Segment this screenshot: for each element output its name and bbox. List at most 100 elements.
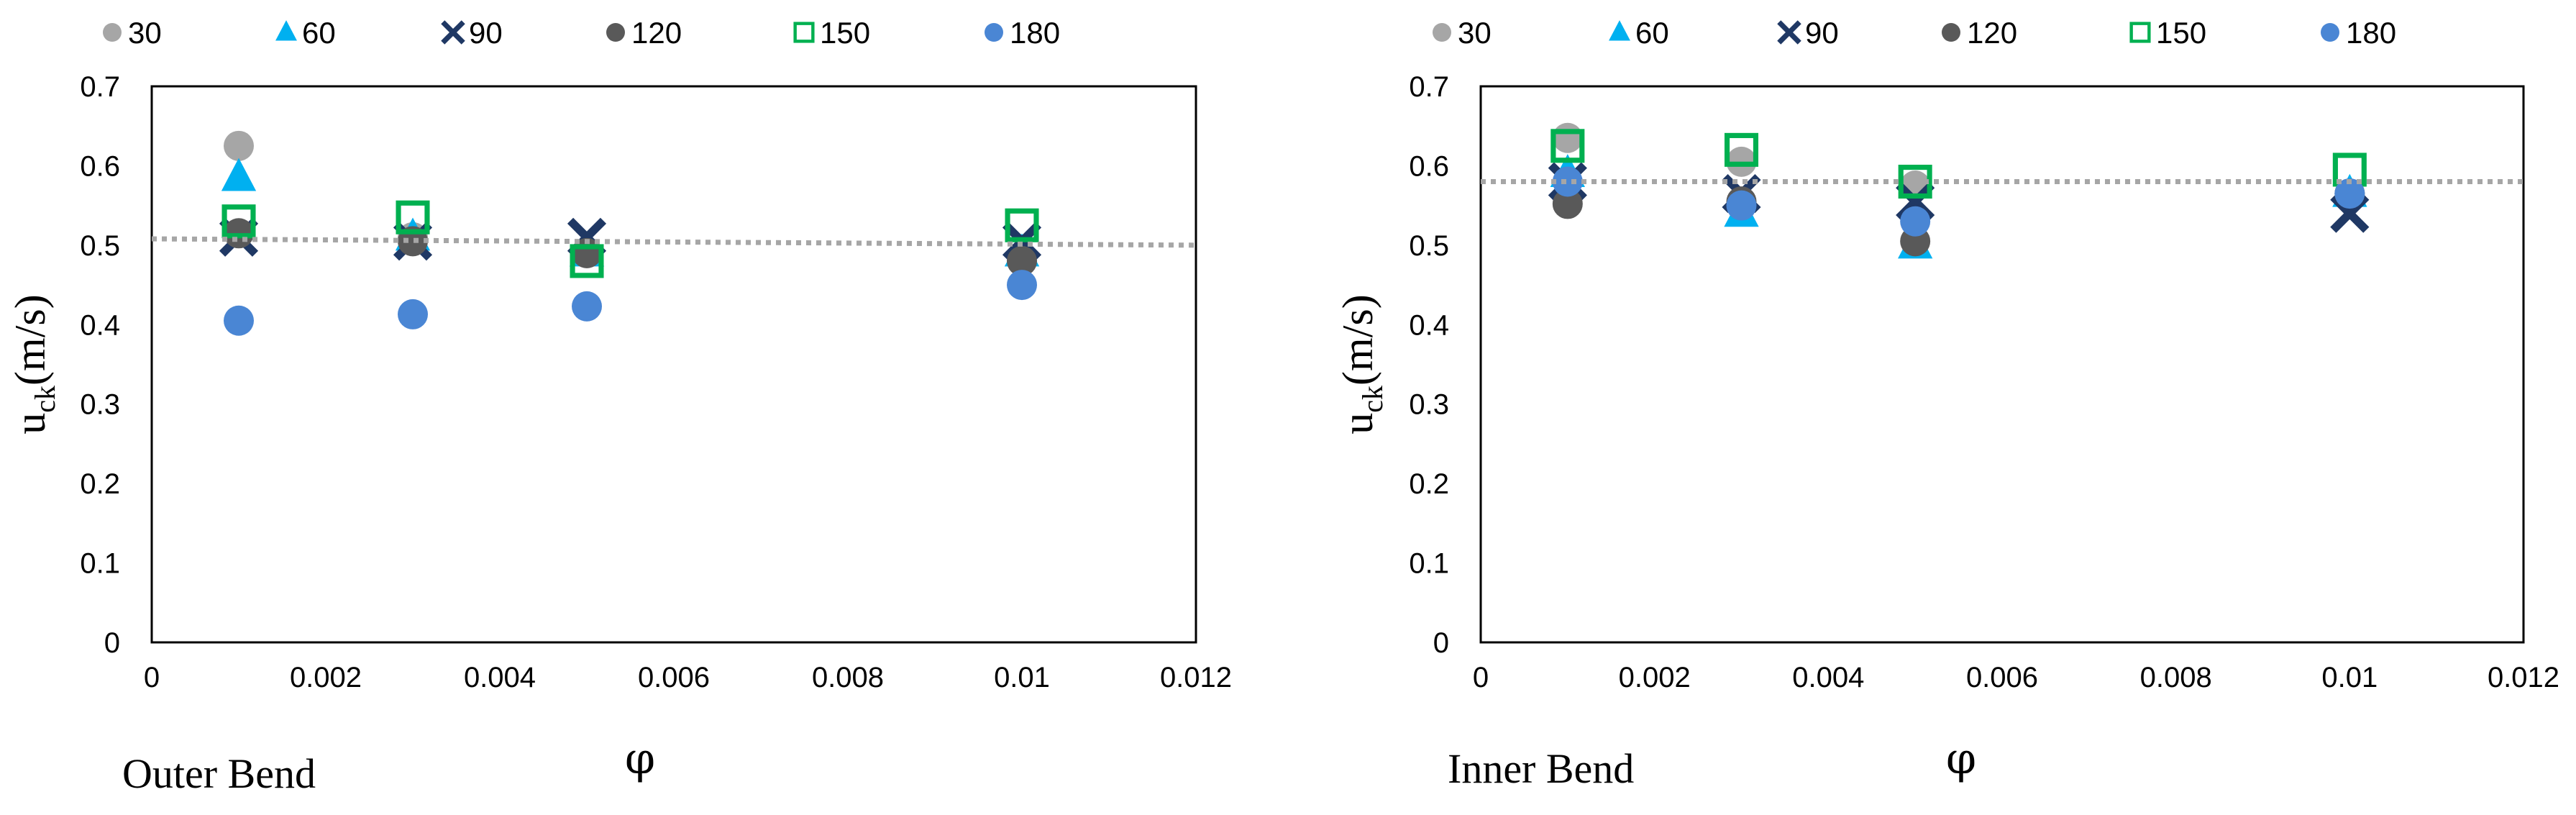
series-150 (1550, 129, 2367, 199)
legend-label: 120 (1967, 16, 2017, 50)
y-tick-label: 0.6 (1409, 150, 1449, 182)
legend-item-120: 120 (606, 16, 682, 50)
y-tick-label: 0.1 (80, 548, 120, 580)
legend-item-30: 30 (1433, 16, 1492, 50)
legend-item-60: 60 (275, 16, 336, 50)
series-180 (224, 270, 1037, 336)
data-point (1724, 132, 1759, 167)
x-tick-label: 0.004 (464, 662, 536, 693)
y-tick-label: 0.3 (80, 389, 120, 421)
trendline (151, 236, 1197, 248)
legend-marker-120 (1942, 23, 1960, 42)
y-tick-label: 0.2 (1409, 468, 1449, 500)
data-point (572, 291, 602, 322)
legend-item-90: 90 (441, 16, 503, 50)
legend-marker-180 (985, 23, 1003, 42)
legend-label: 30 (128, 16, 162, 50)
panel-label: Inner Bend (1448, 745, 1634, 792)
x-tick-label: 0.008 (812, 662, 884, 693)
legend-label: 180 (1010, 16, 1060, 50)
plot-area-frame (150, 85, 1197, 644)
data-point (1898, 164, 1932, 199)
y-tick-label: 0.4 (80, 309, 120, 341)
series-30 (1552, 122, 2365, 209)
x-tick-label: 0.01 (994, 662, 1050, 693)
data-point (1552, 188, 1583, 219)
data-point (398, 299, 428, 329)
series-150 (221, 200, 1039, 278)
inner-bend-chart: 0 0.1 0.2 0.3 0.4 0.5 0.6 0.7 0 0.002 0.004 0.006 0.… (1334, 16, 2559, 792)
y-tick-label: 0.1 (1409, 548, 1449, 580)
x-tick-label: 0.008 (2140, 662, 2212, 693)
data-point (2334, 178, 2365, 209)
series-120 (1552, 178, 2365, 257)
legend-label: 150 (2156, 16, 2206, 50)
data-point (1552, 166, 1583, 197)
legend-marker-60 (275, 20, 297, 41)
legend-label: 180 (2346, 16, 2396, 50)
x-axis-label: φ (625, 734, 655, 784)
y-tick-label: 0.7 (80, 71, 120, 103)
data-point (1726, 190, 1757, 221)
y-tick-label: 0.7 (1409, 71, 1449, 103)
data-point (221, 158, 257, 191)
y-tick-label: 0 (104, 627, 120, 659)
legend-marker-180 (2321, 23, 2339, 42)
x-axis-label: φ (1946, 734, 1976, 784)
data-point (221, 204, 256, 239)
x-tick-label: 0.004 (1792, 662, 1864, 693)
y-tick-label: 0.6 (80, 150, 120, 182)
y-tick-label: 0.3 (1409, 389, 1449, 421)
legend-item-30: 30 (103, 16, 162, 50)
legend-label: 30 (1458, 16, 1492, 50)
legend-item-120: 120 (1942, 16, 2017, 50)
legend-label: 120 (631, 16, 682, 50)
x-tick-label: 0.012 (1160, 662, 1232, 693)
legend-label: 90 (469, 16, 503, 50)
y-tick-label: 0.4 (1409, 309, 1449, 341)
legend-label: 90 (1805, 16, 1839, 50)
data-point (1007, 245, 1037, 276)
x-tick-label: 0.002 (290, 662, 362, 693)
y-axis-label: uck(m/s) (1334, 294, 1389, 434)
legend-item-180: 180 (2321, 16, 2396, 50)
legend-marker-120 (606, 23, 625, 42)
plot-area-frame (1479, 85, 2525, 644)
y-tick-label: 0.5 (1409, 230, 1449, 262)
series-180 (1552, 166, 2365, 237)
y-tick-label: 0.2 (80, 468, 120, 500)
data-point (1552, 122, 1583, 153)
x-tick-label: 0 (144, 662, 160, 693)
series-90 (1548, 162, 2370, 233)
x-tick-label: 0 (1473, 662, 1489, 693)
legend-item-90: 90 (1777, 16, 1839, 50)
legend-label: 60 (1635, 16, 1669, 50)
data-point (570, 244, 604, 278)
series-60 (221, 158, 1040, 267)
data-point (396, 200, 430, 235)
data-point (1550, 129, 1585, 163)
x-tick-label: 0.002 (1619, 662, 1691, 693)
legend-marker-60 (1609, 20, 1630, 41)
data-point (224, 130, 254, 161)
x-tick-label: 0.01 (2321, 662, 2378, 693)
series-30 (224, 130, 1037, 276)
legend-label: 60 (302, 16, 336, 50)
x-tick-label: 0.006 (638, 662, 710, 693)
x-tick-label: 0.012 (2488, 662, 2559, 693)
legend-marker-150 (2129, 22, 2151, 43)
y-tick-label: 0 (1433, 627, 1449, 659)
series-60 (1550, 154, 2367, 259)
data-point (224, 305, 254, 336)
legend-marker-90 (1777, 20, 1801, 45)
legend-marker-90 (441, 20, 465, 45)
legend-item-150: 150 (793, 16, 870, 50)
y-axis-label: uck(m/s) (6, 294, 61, 434)
data-point (1007, 270, 1037, 301)
legend-marker-150 (793, 22, 815, 43)
y-tick-label: 0.5 (80, 230, 120, 262)
series-120 (224, 218, 1037, 276)
legend-item-180: 180 (985, 16, 1060, 50)
legend-label: 150 (820, 16, 870, 50)
